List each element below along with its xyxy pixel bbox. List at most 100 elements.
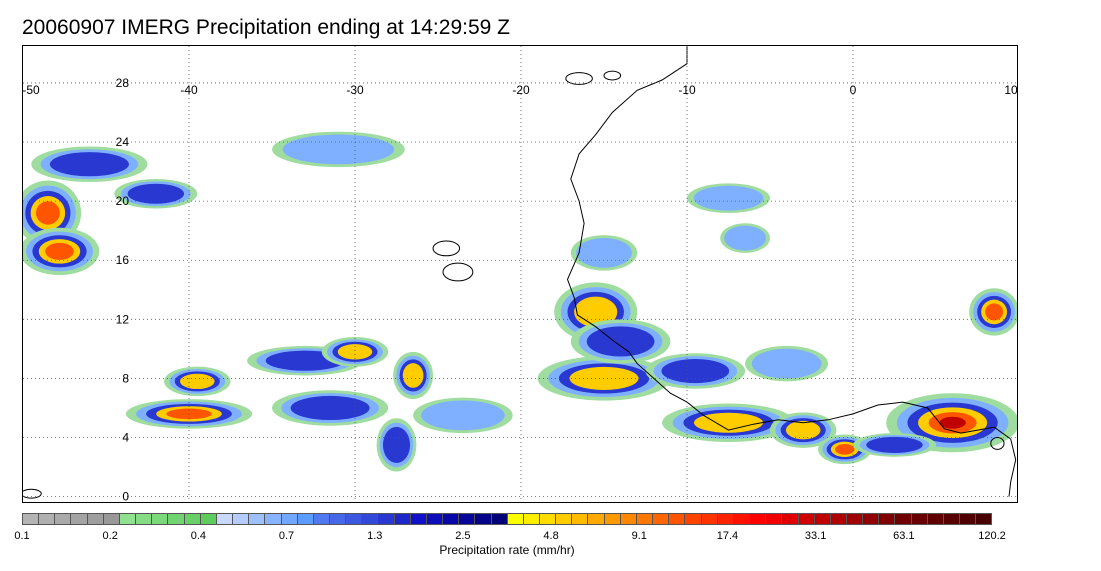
colorbar-swatch bbox=[38, 513, 56, 525]
precip-cell-layer bbox=[569, 366, 639, 390]
colorbar-swatch bbox=[151, 513, 169, 525]
colorbar-swatch bbox=[458, 513, 476, 525]
colorbar-swatch bbox=[377, 513, 395, 525]
lon-tick-label: -10 bbox=[678, 83, 696, 97]
island bbox=[565, 72, 593, 85]
colorbar-tick-label: 17.4 bbox=[716, 530, 739, 542]
colorbar-swatch bbox=[522, 513, 540, 525]
colorbar-swatch bbox=[474, 513, 492, 525]
colorbar-swatch bbox=[603, 513, 621, 525]
lon-tick-label: -40 bbox=[180, 83, 198, 97]
coastline bbox=[566, 46, 1017, 497]
colorbar-swatch bbox=[442, 513, 460, 525]
precip-cell-layer bbox=[282, 134, 395, 165]
precip-cell-layer bbox=[693, 185, 764, 211]
colorbar-swatch bbox=[813, 513, 831, 525]
lat-tick-label: 28 bbox=[116, 76, 130, 90]
colorbar-swatch bbox=[345, 513, 363, 525]
precip-cell-layer bbox=[751, 348, 822, 379]
colorbar-tick-label: 120.2 bbox=[978, 530, 1006, 542]
precip-cell-layer bbox=[45, 242, 74, 260]
lat-tick-label: 8 bbox=[122, 371, 129, 385]
coastline-layer bbox=[23, 46, 1017, 499]
colorbar-tick-label: 33.1 bbox=[804, 530, 827, 542]
colorbar-swatch bbox=[555, 513, 573, 525]
precip-cell-layer bbox=[180, 373, 215, 390]
precip-cell-layer bbox=[49, 152, 129, 177]
colorbar-tick-label: 0.7 bbox=[278, 530, 295, 542]
colorbar-swatch bbox=[975, 513, 993, 525]
colorbar-tick-label: 0.1 bbox=[14, 530, 30, 542]
precip-cell bbox=[393, 351, 434, 400]
island bbox=[990, 437, 1005, 450]
lat-tick-label: 4 bbox=[122, 431, 129, 445]
colorbar-swatch bbox=[328, 513, 347, 525]
colorbar-tick-label: 4.8 bbox=[543, 530, 559, 542]
lat-tick-label: 20 bbox=[116, 194, 130, 208]
map-panel[interactable]: -50 -40 -30 -20 -10 0 10 0 4 8 12 16 20 24 28 bbox=[22, 45, 1018, 503]
colorbar-swatch bbox=[199, 513, 217, 525]
colorbar-swatch bbox=[118, 513, 137, 525]
island bbox=[603, 70, 622, 81]
lat-tick-label: 24 bbox=[116, 135, 130, 149]
colorbar-swatch bbox=[312, 513, 330, 525]
colorbar-label: Precipitation rate (mm/hr) bbox=[439, 543, 575, 557]
axis-labels: -50 -40 -30 -20 -10 0 10 0 4 8 12 16 20 24 28 bbox=[23, 76, 1018, 502]
precip-cell-layer bbox=[724, 225, 767, 251]
precip-cell-layer bbox=[166, 408, 212, 420]
colorbar-swatch bbox=[232, 513, 250, 525]
colorbar-tick-label: 63.1 bbox=[893, 530, 915, 542]
colorbar-swatch bbox=[506, 513, 524, 525]
colorbar-tick-label: 1.3 bbox=[367, 530, 383, 542]
precip-cell bbox=[125, 399, 253, 429]
colorbar-swatch bbox=[264, 513, 282, 525]
colorbar-swatch bbox=[749, 513, 767, 525]
colorbar-swatch bbox=[167, 513, 185, 525]
colorbar-swatch bbox=[280, 513, 298, 525]
colorbar-swatch bbox=[781, 513, 799, 525]
colorbar-swatch bbox=[183, 513, 201, 525]
precip-cell-layer bbox=[337, 344, 373, 360]
colorbar-swatch bbox=[910, 513, 928, 525]
precip-cell-layer bbox=[402, 363, 424, 388]
colorbar bbox=[22, 513, 993, 525]
precipitation-map[interactable]: -50 -40 -30 -20 -10 0 10 0 4 8 12 16 20 24 28 bbox=[23, 46, 1018, 503]
precip-cell-layer bbox=[576, 237, 632, 268]
precipitation-layer bbox=[23, 131, 1017, 472]
lon-tick-label: -50 bbox=[23, 83, 40, 97]
precip-cell-layer bbox=[290, 395, 370, 421]
colorbar-swatch bbox=[425, 513, 444, 525]
colorbar-swatch bbox=[700, 513, 718, 525]
lat-tick-label: 12 bbox=[116, 312, 130, 326]
colorbar-swatch bbox=[668, 513, 686, 525]
colorbar-swatch bbox=[635, 513, 654, 525]
precip-cell-layer bbox=[35, 201, 60, 225]
colorbar-swatch bbox=[86, 513, 104, 525]
lon-tick-label: -20 bbox=[512, 83, 530, 97]
colorbar-swatch bbox=[862, 513, 880, 525]
precip-cell bbox=[537, 356, 671, 401]
colorbar-tick-label: 0.2 bbox=[102, 530, 118, 542]
colorbar-swatch bbox=[894, 513, 912, 525]
precip-cell bbox=[853, 433, 936, 457]
precip-cell bbox=[969, 288, 1017, 336]
colorbar-swatch bbox=[829, 513, 847, 525]
precip-cell-layer bbox=[939, 416, 966, 429]
precip-cell-layer bbox=[866, 436, 923, 453]
precip-cell bbox=[31, 146, 148, 182]
colorbar-swatch bbox=[765, 513, 783, 525]
precip-cell bbox=[321, 337, 389, 367]
colorbar-tick-label: 9.1 bbox=[631, 530, 647, 542]
page-title: 20060907 IMERG Precipitation ending at 1… bbox=[22, 16, 510, 39]
precip-cell bbox=[272, 131, 405, 168]
colorbar-swatch bbox=[732, 513, 751, 525]
colorbar-swatch bbox=[54, 513, 72, 525]
colorbar-swatch bbox=[684, 513, 702, 525]
lon-tick-label: 10 bbox=[1004, 83, 1018, 97]
colorbar-swatch bbox=[845, 513, 864, 525]
colorbar-tick-label: 0.4 bbox=[190, 530, 207, 542]
precip-cell bbox=[687, 183, 770, 213]
lon-tick-label: -30 bbox=[346, 83, 364, 97]
colorbar-swatch bbox=[587, 513, 605, 525]
colorbar-swatch bbox=[135, 513, 153, 525]
